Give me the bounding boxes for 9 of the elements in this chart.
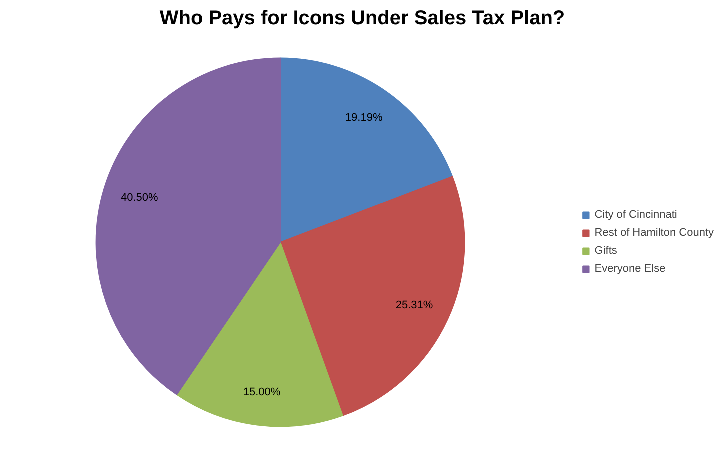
legend-label: Everyone Else [594,263,666,275]
data-label: 15.00% [243,386,281,399]
chart-title: Who Pays for Icons Under Sales Tax Plan? [160,8,566,30]
legend-label: City of Cincinnati [594,209,678,221]
data-label: 40.50% [121,192,159,204]
legend-label: Rest of Hamilton County [594,227,714,239]
data-label: 19.19% [345,112,383,124]
data-label: 25.31% [396,300,434,312]
legend-label: Gifts [594,245,618,257]
